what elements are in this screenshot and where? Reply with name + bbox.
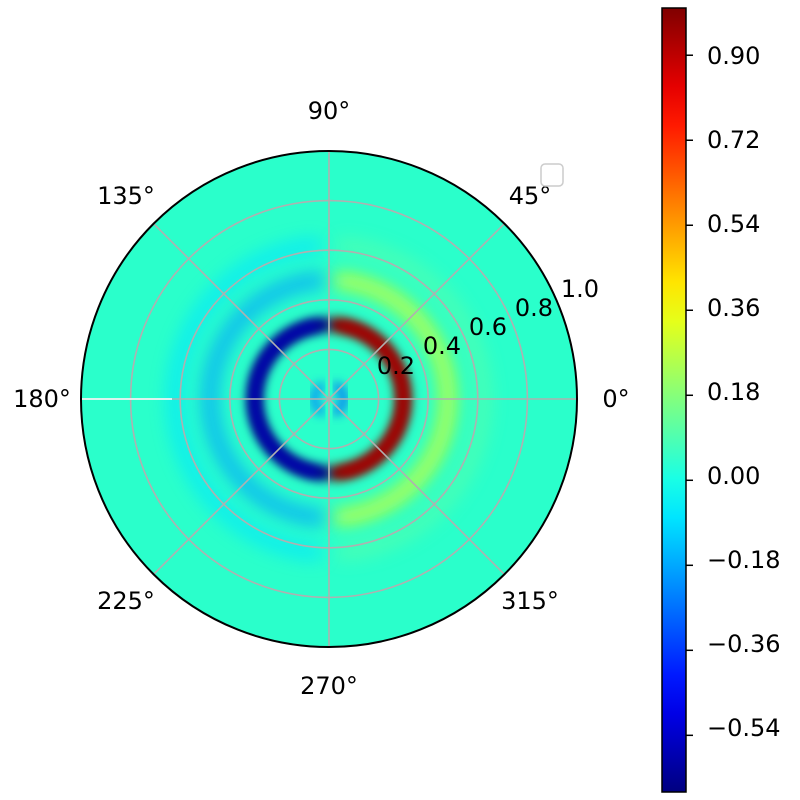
colorbar-tick-label: 0.18 — [707, 378, 760, 406]
radial-tick-0-8: 0.8 — [515, 294, 553, 322]
colorbar-tick-label: 0.36 — [707, 294, 760, 322]
colorbar-tick-label: 0.72 — [707, 126, 760, 154]
angle-tick-180: 180° — [13, 385, 71, 413]
angular-gridline — [328, 398, 505, 575]
colorbar-tick-label: 0.90 — [707, 42, 760, 70]
angle-tick-90: 90° — [308, 97, 351, 125]
colorbar: 0.90 0.72 0.54 0.36 0.18 0.00 −0.18 −0.3… — [661, 7, 781, 793]
plot-outline — [80, 150, 578, 648]
radial-tick-0-6: 0.6 — [469, 313, 507, 341]
radial-tick-labels: 0.2 0.4 0.6 0.8 1.0 — [377, 275, 599, 380]
colorbar-tick-label: −0.18 — [707, 546, 781, 574]
legend-box — [540, 163, 564, 187]
colorbar-tick-label: 0.54 — [707, 210, 760, 238]
angle-tick-135: 135° — [97, 182, 155, 210]
angular-gridline — [153, 223, 330, 400]
colorbar-tick-label: −0.36 — [707, 630, 781, 658]
colorbar-tick-marks — [686, 54, 693, 737]
colorbar-tick-label: −0.54 — [707, 714, 781, 742]
angular-gridline — [328, 223, 505, 400]
polar-plot-area — [80, 150, 578, 648]
radial-tick-0-4: 0.4 — [423, 332, 461, 360]
colorbar-tick-label: 0.00 — [707, 462, 760, 490]
angle-tick-315: 315° — [501, 587, 559, 615]
radial-tick-0-2: 0.2 — [377, 352, 415, 380]
angular-tick-labels: 0° 45° 90° 135° 180° 225° 270° 315° — [13, 97, 630, 700]
radial-tick-1-0: 1.0 — [561, 275, 599, 303]
angle-tick-270: 270° — [300, 672, 358, 700]
angle-tick-0: 0° — [602, 385, 629, 413]
colorbar-gradient — [661, 7, 687, 793]
angular-gridline — [153, 398, 330, 575]
angle-tick-225: 225° — [97, 587, 155, 615]
